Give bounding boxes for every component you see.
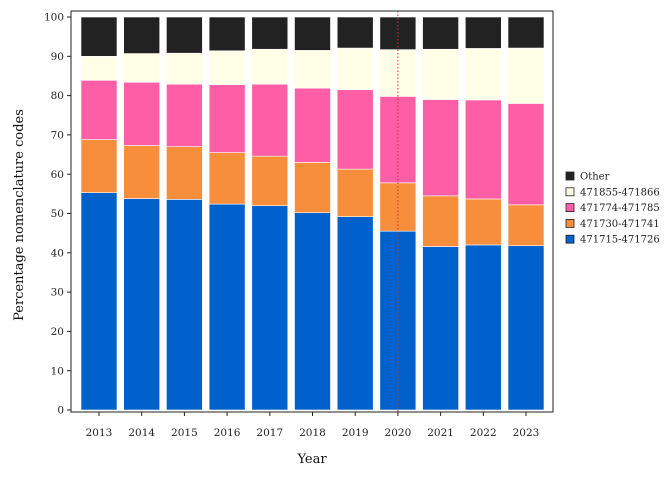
bar-segment-2019-series-4 [336,16,374,49]
bar-segment-2016-series-1 [208,152,246,205]
bar-segment-2017-series-2 [251,83,289,157]
bar-segment-2015-series-2 [166,83,203,147]
bar-segment-2015-series-4 [166,16,203,54]
bar-segment-2017-series-0 [251,205,289,411]
bar-segment-2014-series-4 [123,16,160,54]
legend-label-0: Other [580,172,610,183]
legend-swatch-2 [565,203,575,213]
bar-segment-2018-series-2 [294,87,331,163]
bar-segment-2019-series-1 [336,168,374,217]
y-tick-label-100: 100 [44,12,64,24]
y-tick-label-40: 40 [51,247,64,259]
legend-label-3: 471730-471741 [580,219,660,230]
bar-segment-2019-series-0 [336,216,374,411]
bar-segment-2014-series-1 [123,145,160,199]
y-tick-label-60: 60 [51,169,64,181]
bar-segment-2016-series-4 [208,16,246,52]
x-tick-label-2022: 2022 [470,427,497,439]
legend-label-4: 471715-471726 [580,235,660,246]
x-tick-label-2017: 2017 [256,427,283,439]
x-tick-label-2021: 2021 [427,427,454,439]
bar-segment-2013-series-1 [80,139,118,193]
x-tick-label-2019: 2019 [342,427,369,439]
bar-segment-2018-series-4 [294,16,331,51]
bar-segment-2021-series-3 [422,48,459,100]
bar-segment-2018-series-1 [294,162,331,214]
bars-group [80,16,545,411]
bar-segment-2017-series-3 [251,48,289,85]
x-tick-label-2015: 2015 [171,427,198,439]
y-axis-title: Percentage nomenclature codes [12,109,27,321]
bar-segment-2018-series-0 [294,212,331,411]
bar-segment-2020-series-2 [379,96,417,184]
bar-segment-2019-series-3 [336,47,374,91]
bar-segment-2021-series-1 [422,195,459,247]
y-tick-label-90: 90 [51,51,64,63]
bar-segment-2023-series-2 [507,103,545,206]
legend-swatch-0 [565,171,575,181]
bar-segment-2015-series-1 [166,146,203,200]
legend-label-2: 471774-471785 [580,203,660,214]
y-tick-label-0: 0 [57,405,64,417]
bar-segment-2022-series-3 [464,48,502,101]
x-axis-title: Year [296,452,327,467]
x-tick-label-2018: 2018 [299,427,326,439]
bar-segment-2018-series-3 [294,50,331,89]
bar-segment-2019-series-2 [336,89,374,170]
bar-segment-2021-series-2 [422,99,459,197]
bar-segment-2023-series-0 [507,245,545,411]
x-tick-label-2013: 2013 [86,427,113,439]
bar-segment-2013-series-4 [80,16,118,57]
bar-segment-2014-series-3 [123,53,160,83]
y-axis: 0 10 20 30 40 50 60 70 80 90 100 [44,12,71,417]
y-tick-label-70: 70 [51,130,64,142]
bar-segment-2022-series-1 [464,198,502,246]
legend-label-1: 471855-471866 [580,187,660,198]
bar-segment-2016-series-3 [208,50,246,85]
bar-segment-2016-series-2 [208,84,246,153]
bar-segment-2015-series-3 [166,52,203,85]
x-tick-label-2020: 2020 [385,427,412,439]
x-axis: 2013 2014 2015 2016 2017 2018 2019 2020 2021 2022… [86,412,540,439]
bar-segment-2022-series-4 [464,16,502,49]
legend: Other 471855-471866 471774-471785 471730-47… [565,171,660,246]
bar-segment-2023-series-4 [507,16,545,49]
legend-swatch-3 [565,218,575,228]
y-tick-label-20: 20 [51,326,64,338]
x-tick-label-2016: 2016 [214,427,241,439]
bar-segment-2013-series-3 [80,55,118,81]
legend-swatch-4 [565,234,575,244]
x-tick-label-2014: 2014 [128,427,155,439]
y-tick-label-50: 50 [51,208,64,220]
x-tick-label-2023: 2023 [513,427,540,439]
bar-segment-2021-series-4 [422,16,459,50]
y-tick-label-30: 30 [51,287,64,299]
bar-segment-2022-series-0 [464,244,502,411]
bar-segment-2017-series-4 [251,16,289,50]
bar-segment-2015-series-0 [166,199,203,411]
bar-segment-2014-series-0 [123,198,160,411]
bar-segment-2016-series-0 [208,203,246,411]
bar-segment-2023-series-1 [507,204,545,247]
y-tick-label-80: 80 [51,90,64,102]
bar-segment-2013-series-2 [80,79,118,140]
legend-swatch-1 [565,187,575,197]
bar-segment-2021-series-0 [422,246,459,411]
bar-segment-2023-series-3 [507,47,545,104]
bar-segment-2022-series-2 [464,99,502,200]
bar-segment-2017-series-1 [251,155,289,206]
bar-segment-2014-series-2 [123,81,160,146]
y-tick-label-10: 10 [51,365,64,377]
bar-segment-2013-series-0 [80,192,118,411]
